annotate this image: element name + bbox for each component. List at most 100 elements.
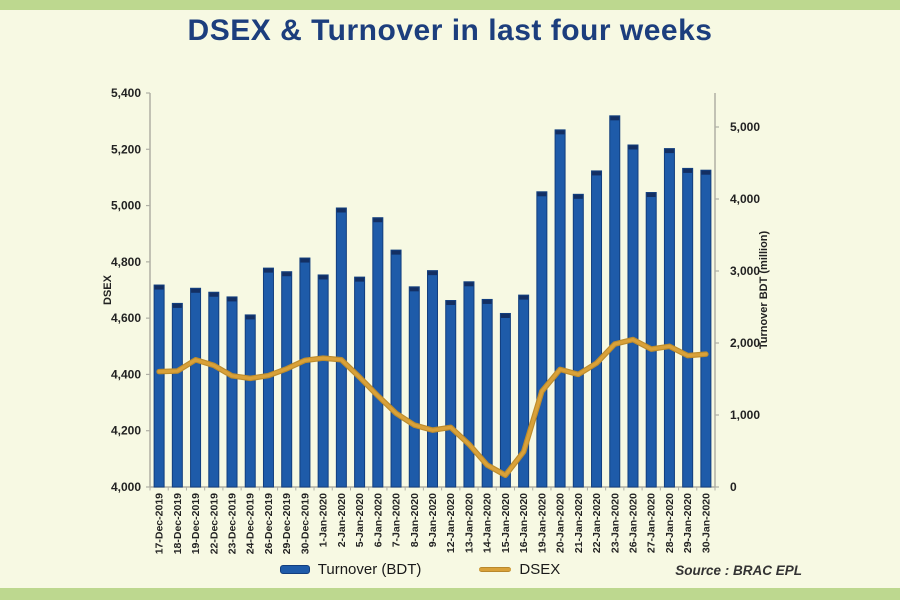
x-tick-label: 12-Jan-2020 bbox=[445, 493, 457, 553]
right-axis-tick-label: 0 bbox=[730, 480, 737, 494]
legend-item-turnover: Turnover (BDT) bbox=[279, 561, 422, 578]
turnover-bar-cap bbox=[500, 313, 510, 318]
x-tick-label: 15-Jan-2020 bbox=[500, 493, 512, 553]
turnover-bar bbox=[208, 291, 220, 488]
right-axis-title: Turnover BDT (million) bbox=[758, 230, 770, 350]
left-axis-tick-label: 5,400 bbox=[111, 86, 141, 100]
turnover-bar bbox=[445, 300, 457, 488]
x-tick-label: 13-Jan-2020 bbox=[463, 493, 475, 553]
turnover-bar-cap bbox=[701, 170, 711, 175]
x-tick-label: 26-Dec-2019 bbox=[263, 493, 275, 554]
turnover-bar-cap bbox=[191, 288, 201, 293]
chart-title: DSEX & Turnover in last four weeks bbox=[187, 14, 713, 47]
turnover-bar-cap bbox=[245, 315, 255, 320]
turnover-bar-cap bbox=[282, 272, 292, 277]
left-axis-tick-label: 4,600 bbox=[111, 311, 141, 325]
turnover-bar bbox=[518, 294, 530, 488]
x-tick-label: 23-Jan-2020 bbox=[609, 493, 621, 553]
turnover-bar bbox=[499, 312, 511, 488]
x-tick-label: 21-Jan-2020 bbox=[573, 493, 585, 553]
turnover-bar bbox=[463, 281, 475, 488]
x-tick-label: 20-Jan-2020 bbox=[555, 493, 567, 553]
right-axis-tick-label: 5,000 bbox=[730, 120, 760, 134]
x-tick-label: 7-Jan-2020 bbox=[391, 493, 403, 547]
x-tick-label: 29-Jan-2020 bbox=[682, 493, 694, 553]
x-tick-label: 1-Jan-2020 bbox=[318, 493, 330, 547]
turnover-bar-cap bbox=[628, 145, 638, 150]
x-tick-label: 5-Jan-2020 bbox=[354, 493, 366, 547]
left-axis-tick-label: 5,200 bbox=[111, 142, 141, 156]
x-tick-label: 2-Jan-2020 bbox=[336, 493, 348, 547]
right-axis-tick-label: 2,000 bbox=[730, 336, 760, 350]
x-tick-label: 9-Jan-2020 bbox=[427, 493, 439, 547]
turnover-bar-swatch-icon bbox=[279, 565, 310, 574]
turnover-bar bbox=[299, 257, 311, 488]
legend-dsex-label: DSEX bbox=[519, 561, 561, 578]
source-credit: Source : BRAC EPL bbox=[675, 563, 802, 578]
turnover-bar-cap bbox=[610, 116, 620, 121]
turnover-bar bbox=[281, 271, 293, 488]
x-tick-label: 23-Dec-2019 bbox=[227, 493, 239, 554]
top-border-strip bbox=[0, 0, 900, 10]
x-tick-label: 30-Jan-2020 bbox=[700, 493, 712, 553]
turnover-bar bbox=[390, 249, 402, 488]
turnover-bar-cap bbox=[482, 299, 492, 304]
turnover-bar bbox=[481, 298, 493, 488]
turnover-bar bbox=[572, 193, 584, 488]
x-tick-label: 18-Dec-2019 bbox=[172, 493, 184, 554]
turnover-bar bbox=[171, 302, 183, 488]
turnover-bar-cap bbox=[573, 194, 583, 199]
turnover-bar-cap bbox=[555, 130, 565, 135]
right-axis-tick-label: 4,000 bbox=[730, 192, 760, 206]
right-axis-tick-label: 3,000 bbox=[730, 264, 760, 278]
turnover-bar-cap bbox=[664, 149, 674, 154]
turnover-bar bbox=[153, 284, 165, 488]
left-axis-tick-label: 4,000 bbox=[111, 480, 141, 494]
turnover-bar bbox=[335, 207, 347, 488]
left-axis-tick-label: 4,400 bbox=[111, 367, 141, 381]
turnover-bar-cap bbox=[391, 250, 401, 255]
turnover-bar bbox=[682, 167, 694, 488]
bottom-border-strip bbox=[0, 588, 900, 600]
turnover-bar-cap bbox=[683, 168, 693, 173]
turnover-bar-cap bbox=[318, 275, 328, 280]
left-axis-tick-label: 5,000 bbox=[111, 199, 141, 213]
x-tick-label: 16-Jan-2020 bbox=[518, 493, 530, 553]
turnover-bar-cap bbox=[263, 268, 273, 273]
turnover-bar-cap bbox=[537, 192, 547, 197]
x-tick-label: 22-Jan-2020 bbox=[591, 493, 603, 553]
left-axis-tick-label: 4,200 bbox=[111, 424, 141, 438]
dsex-line-swatch-icon bbox=[479, 567, 512, 572]
turnover-bar bbox=[536, 191, 548, 488]
x-tick-label: 8-Jan-2020 bbox=[409, 493, 421, 547]
turnover-bar-cap bbox=[154, 285, 164, 290]
x-tick-label: 26-Jan-2020 bbox=[627, 493, 639, 553]
turnover-bar bbox=[190, 287, 202, 488]
turnover-bar-cap bbox=[336, 208, 346, 213]
turnover-bar bbox=[700, 169, 712, 488]
turnover-bar-cap bbox=[464, 282, 474, 287]
turnover-bar bbox=[554, 129, 566, 488]
x-tick-label: 27-Jan-2020 bbox=[646, 493, 658, 553]
turnover-bar-cap bbox=[446, 301, 456, 306]
turnover-bar-cap bbox=[409, 287, 419, 292]
x-tick-label: 29-Dec-2019 bbox=[281, 493, 293, 554]
legend-turnover-label: Turnover (BDT) bbox=[317, 561, 422, 578]
turnover-bar-cap bbox=[172, 303, 182, 308]
turnover-bar-cap bbox=[428, 271, 437, 276]
turnover-bar bbox=[427, 270, 438, 488]
legend: Turnover (BDT) DSEX bbox=[0, 561, 840, 578]
turnover-bar-cap bbox=[646, 193, 656, 198]
x-tick-label: 24-Dec-2019 bbox=[245, 493, 257, 554]
turnover-bar bbox=[663, 148, 675, 488]
legend-item-dsex: DSEX bbox=[479, 561, 560, 578]
turnover-bar bbox=[244, 314, 256, 488]
turnover-bar bbox=[609, 115, 621, 488]
x-tick-label: 22-Dec-2019 bbox=[208, 493, 220, 554]
turnover-bar bbox=[591, 170, 603, 488]
left-axis-tick-label: 4,800 bbox=[111, 255, 141, 269]
x-tick-label: 6-Jan-2020 bbox=[372, 493, 384, 547]
x-tick-label: 30-Dec-2019 bbox=[299, 493, 311, 554]
